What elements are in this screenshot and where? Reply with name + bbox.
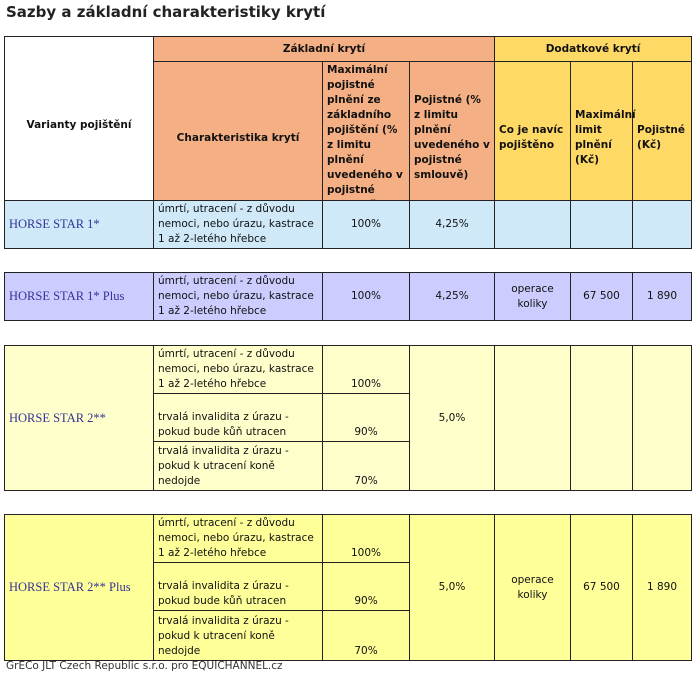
- extra-what: [494, 200, 571, 249]
- header-basic: Základní krytí: [152, 36, 496, 62]
- max-value: 100%: [322, 200, 410, 249]
- max-value: 90%: [322, 393, 410, 442]
- extra-limit: 67 500: [570, 272, 633, 321]
- max-value: 70%: [322, 610, 410, 661]
- row-horse-star-1: HORSE STAR 1* úmrtí, utracení - z důvodu…: [4, 200, 692, 249]
- extra-what: operace koliky: [494, 272, 571, 321]
- header-extra-what: Co je navíc pojištěno: [494, 61, 572, 215]
- header-extra-limit: Maximální limit plnění (Kč): [570, 61, 636, 215]
- extra-limit: [570, 345, 633, 491]
- row-horse-star-1-plus: HORSE STAR 1* Plus úmrtí, utracení - z d…: [4, 272, 692, 321]
- premium-value: 5,0%: [409, 514, 495, 661]
- variant-name: HORSE STAR 2**: [4, 345, 154, 491]
- extra-limit: 67 500: [570, 514, 633, 661]
- footer-credit: GrECo JLT Czech Republic s.r.o. pro EQUI…: [6, 660, 283, 672]
- premium-value: 5,0%: [409, 345, 495, 491]
- coverage-text: trvalá invalidita z úrazu - pokud k utra…: [153, 441, 323, 491]
- extra-premium: [632, 200, 692, 249]
- premium-value: 4,25%: [409, 272, 495, 321]
- premium-value: 4,25%: [409, 200, 495, 249]
- extra-what: operace koliky: [494, 514, 571, 661]
- coverage-text: trvalá invalidita z úrazu - pokud bude k…: [153, 393, 323, 442]
- extra-premium: [632, 345, 692, 491]
- extra-what: [494, 345, 571, 491]
- coverage-text: úmrtí, utracení - z důvodu nemoci, nebo …: [153, 272, 323, 321]
- row-horse-star-2: HORSE STAR 2** úmrtí, utracení - z důvod…: [4, 345, 692, 491]
- header-max-basic: Maximální pojistné plnění ze základního …: [322, 61, 410, 215]
- variant-name: HORSE STAR 1* Plus: [4, 272, 154, 321]
- variant-name: HORSE STAR 2** Plus: [4, 514, 154, 661]
- header-additional: Dodatkové krytí: [494, 36, 693, 62]
- header-variants: Varianty pojištění: [4, 36, 154, 215]
- max-value: 90%: [322, 562, 410, 611]
- header-premium-pct: Pojistné (% z limitu plnění uvedeného v …: [408, 61, 496, 215]
- row-horse-star-2-plus: HORSE STAR 2** Plus úmrtí, utracení - z …: [4, 514, 692, 661]
- coverage-text: úmrtí, utracení - z důvodu nemoci, nebo …: [153, 345, 323, 394]
- extra-limit: [570, 200, 633, 249]
- coverage-text: trvalá invalidita z úrazu - pokud k utra…: [153, 610, 323, 661]
- coverage-text: úmrtí, utracení - z důvodu nemoci, nebo …: [153, 200, 323, 249]
- max-value: 70%: [322, 441, 410, 491]
- extra-premium: 1 890: [632, 514, 692, 661]
- header-characteristic: Charakteristika krytí: [153, 61, 323, 215]
- coverage-text: trvalá invalidita z úrazu - pokud bude k…: [153, 562, 323, 611]
- page-title: Sazby a základní charakteristiky krytí: [6, 3, 326, 21]
- variant-name: HORSE STAR 1*: [4, 200, 154, 249]
- max-value: 100%: [322, 272, 410, 321]
- max-value: 100%: [322, 345, 410, 394]
- header-table: Varianty pojištění Základní krytí Dodatk…: [4, 36, 693, 215]
- extra-premium: 1 890: [632, 272, 692, 321]
- coverage-text: úmrtí, utracení - z důvodu nemoci, nebo …: [153, 514, 323, 563]
- header-extra-premium: Pojistné (Kč): [632, 61, 693, 215]
- max-value: 100%: [322, 514, 410, 563]
